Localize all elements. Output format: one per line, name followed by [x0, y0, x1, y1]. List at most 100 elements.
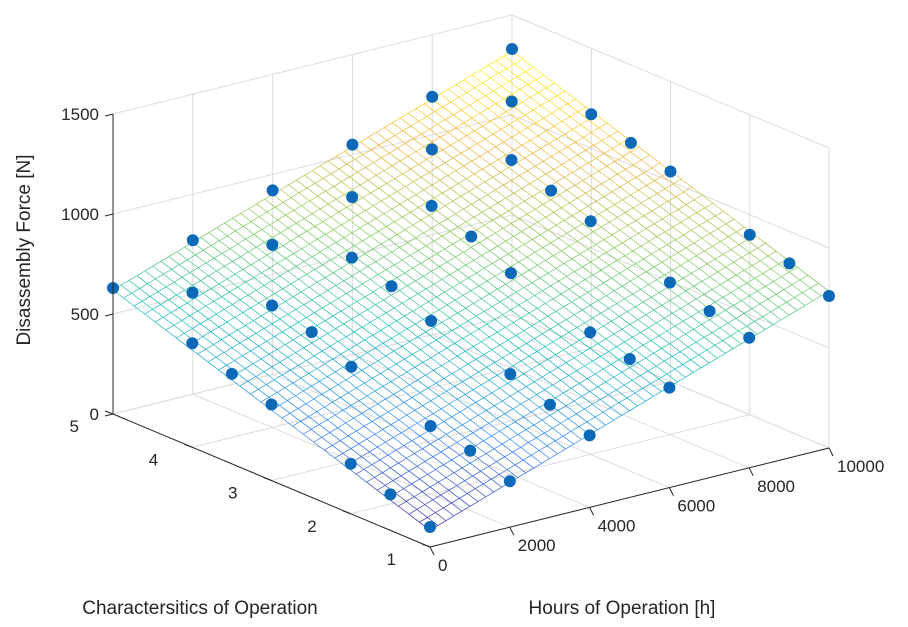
mesh-line-x	[443, 464, 455, 473]
mesh-line-y	[399, 242, 408, 248]
mesh-line-y	[415, 275, 424, 282]
mesh-line-y	[425, 370, 434, 376]
mesh-line-y	[452, 325, 461, 331]
mesh-line-y	[527, 79, 536, 85]
data-point	[743, 331, 756, 344]
mesh-line-x	[499, 430, 511, 440]
mesh-line-y	[368, 131, 377, 138]
mesh-line-x	[683, 191, 695, 201]
mesh-line-x	[181, 277, 193, 286]
mesh-line-x	[694, 199, 705, 209]
mesh-line-x	[354, 245, 366, 254]
mesh-line-y	[749, 247, 758, 254]
mesh-line-x	[744, 270, 756, 279]
mesh-line-x	[160, 261, 172, 270]
mesh-line-x	[396, 277, 408, 286]
mesh-line-y	[239, 337, 249, 344]
mesh-line-x	[429, 128, 441, 138]
mesh-line-y	[354, 154, 364, 160]
mesh-line-x	[463, 208, 475, 218]
mesh-line-x	[489, 164, 501, 173]
mesh-line-x	[203, 249, 215, 259]
mesh-line-x	[305, 403, 317, 413]
mesh-line-y	[542, 285, 551, 292]
mesh-line-y	[457, 221, 467, 227]
mesh-line-x	[696, 255, 708, 265]
mesh-line-y	[609, 173, 618, 180]
mesh-line-x	[519, 89, 531, 98]
mesh-line-y	[430, 309, 440, 315]
mesh-line-y	[597, 338, 607, 344]
mesh-line-y	[348, 387, 357, 393]
mesh-line-x	[570, 431, 582, 440]
mesh-line-y	[436, 205, 446, 211]
mesh-line-y	[709, 271, 718, 277]
mesh-line-y	[465, 303, 474, 309]
mesh-line-x	[568, 288, 580, 298]
mesh-line-x	[504, 413, 516, 422]
mesh-line-x	[314, 183, 326, 192]
mesh-line-x	[564, 177, 576, 186]
mesh-line-y	[374, 429, 383, 435]
mesh-line-y	[675, 191, 684, 197]
mesh-line-y	[586, 416, 596, 423]
mesh-line-x	[472, 432, 484, 442]
mesh-line-y	[404, 354, 413, 360]
mesh-line-x	[473, 259, 485, 269]
mesh-line-y	[274, 245, 284, 251]
mesh-line-x	[436, 339, 448, 349]
mesh-line-x	[250, 393, 262, 403]
mesh-line-x	[452, 330, 464, 339]
mesh-line-y	[349, 215, 358, 221]
mesh-line-x	[648, 241, 660, 250]
mesh-line-y	[200, 318, 209, 325]
mesh-line-x	[438, 438, 450, 448]
mesh-line-y	[707, 215, 716, 221]
mesh-line-y	[437, 520, 447, 526]
mesh-line-y	[672, 265, 681, 271]
mesh-line-x	[411, 440, 423, 449]
mesh-line-x	[759, 260, 771, 270]
mesh-line-x	[258, 345, 270, 355]
mesh-line-x	[460, 282, 472, 291]
mesh-line-y	[197, 262, 207, 269]
mesh-line-y	[491, 474, 500, 480]
mesh-line-y	[261, 267, 270, 273]
mesh-line-y	[714, 340, 723, 346]
mesh-line-x	[455, 170, 467, 180]
mesh-line-x	[554, 440, 566, 450]
mesh-line-y	[470, 414, 479, 421]
mesh-line-y	[423, 184, 432, 191]
mesh-line-y	[392, 475, 402, 481]
mesh-line-x	[163, 273, 175, 283]
mesh-line-y	[613, 415, 622, 421]
mesh-line-y	[762, 268, 771, 274]
mesh-line-x	[253, 320, 265, 329]
mesh-line-y	[472, 427, 482, 434]
mesh-line-y	[543, 113, 552, 119]
mesh-line-y	[712, 241, 721, 247]
mesh-line-y	[751, 303, 761, 309]
mesh-line-y	[428, 167, 438, 173]
mesh-line-y	[498, 68, 507, 74]
mesh-line-x	[494, 362, 506, 371]
mesh-line-x	[714, 258, 726, 268]
mesh-line-x	[298, 192, 310, 202]
mesh-line-y	[547, 268, 557, 274]
mesh-line-x	[364, 425, 376, 435]
mesh-line-y	[459, 363, 469, 370]
mesh-line-x	[445, 119, 457, 128]
mesh-line-y	[550, 237, 559, 244]
mesh-line-y	[622, 151, 631, 157]
mesh-line-y	[523, 282, 533, 288]
mesh-line-y	[163, 269, 172, 275]
mesh-line-x	[404, 272, 416, 282]
mesh-line-y	[780, 314, 790, 321]
mesh-line-y	[563, 258, 573, 264]
mesh-line-x	[516, 76, 528, 85]
mesh-line-y	[609, 217, 618, 223]
mesh-line-y	[356, 296, 366, 302]
mesh-line-y	[387, 406, 397, 413]
mesh-line-x	[664, 188, 676, 197]
mesh-line-y	[494, 314, 503, 320]
